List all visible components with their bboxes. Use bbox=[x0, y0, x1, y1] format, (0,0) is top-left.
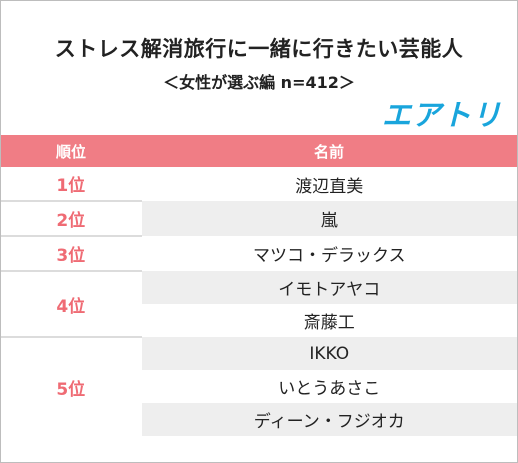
name-cell: 斎藤工 bbox=[141, 304, 517, 337]
table-row: ディーン・フジオカ bbox=[1, 403, 517, 436]
page-title: ストレス解消旅行に一緒に行きたい芸能人 bbox=[54, 37, 464, 61]
name-cell: いとうあさこ bbox=[141, 370, 517, 403]
name-cell: IKKO bbox=[141, 337, 517, 370]
page-subtitle: ＜女性が選ぶ編 n=412＞ bbox=[163, 73, 355, 92]
rank-cell: 4位 bbox=[1, 271, 142, 338]
name-cell: 渡辺直美 bbox=[141, 167, 517, 201]
table-row: 1位 渡辺直美 bbox=[1, 167, 517, 202]
brand-logo: エアトリ bbox=[381, 98, 502, 132]
name-cell: マツコ・デラックス bbox=[141, 236, 517, 271]
ranking-table: 順位 名前 1位 渡辺直美 2位 嵐 3位 マツコ・デラックス 4位 イモトアヤ… bbox=[1, 135, 517, 436]
table-row: 斎藤工 bbox=[1, 304, 517, 337]
name-cell: イモトアヤコ bbox=[141, 271, 517, 304]
table-row: 2位 嵐 bbox=[1, 201, 517, 237]
header-rank: 順位 bbox=[1, 135, 141, 167]
table-row: 4位 イモトアヤコ bbox=[1, 271, 517, 338]
header-name: 名前 bbox=[141, 135, 517, 167]
rank-cell: 1位 bbox=[1, 167, 142, 202]
table-row: 5位 IKKO bbox=[1, 337, 517, 436]
rank-cell: 5位 bbox=[1, 337, 142, 436]
rank-cell: 3位 bbox=[1, 236, 142, 272]
name-cell: 嵐 bbox=[141, 201, 517, 236]
rank-cell: 2位 bbox=[1, 201, 142, 237]
name-cell: ディーン・フジオカ bbox=[141, 403, 517, 436]
table-row: いとうあさこ bbox=[1, 370, 517, 403]
table-header-row: 順位 名前 bbox=[1, 135, 517, 167]
table-row: 3位 マツコ・デラックス bbox=[1, 236, 517, 272]
